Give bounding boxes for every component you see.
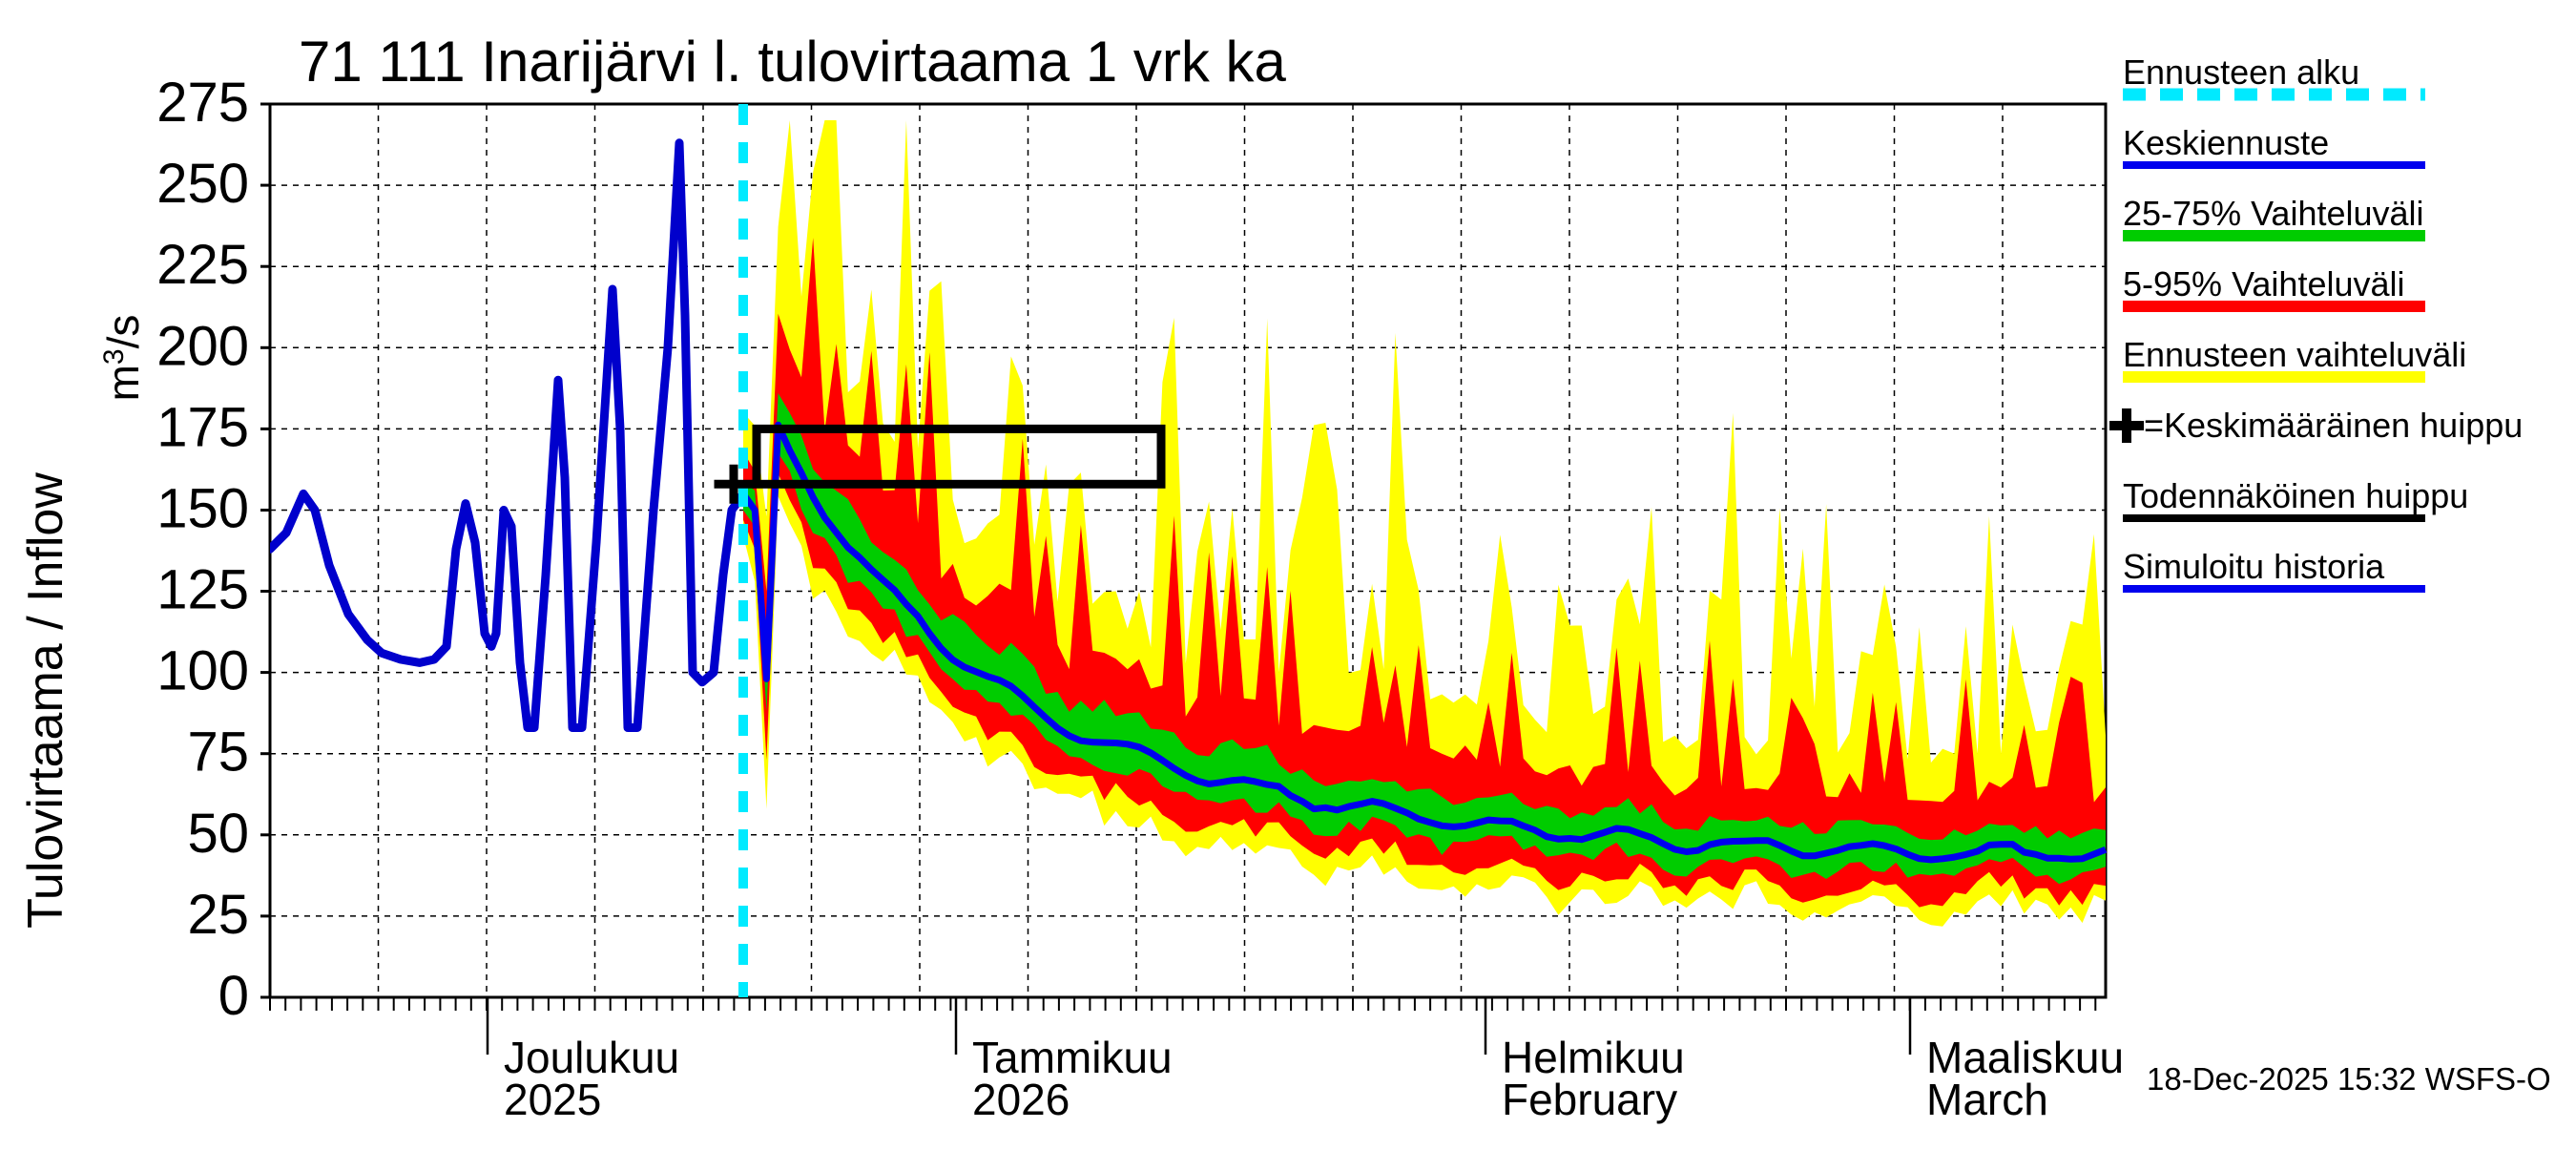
svg-text:100: 100 bbox=[156, 640, 249, 702]
svg-text:200: 200 bbox=[156, 315, 249, 377]
svg-text:275: 275 bbox=[156, 72, 249, 134]
svg-text:250: 250 bbox=[156, 153, 249, 215]
svg-text:Ennusteen vaihteluväli: Ennusteen vaihteluväli bbox=[2123, 335, 2466, 374]
svg-text:Simuloitu historia: Simuloitu historia bbox=[2123, 547, 2385, 586]
svg-text:2026: 2026 bbox=[972, 1075, 1070, 1124]
svg-text:Keskiennuste: Keskiennuste bbox=[2123, 123, 2329, 162]
svg-text:25-75% Vaihteluväli: 25-75% Vaihteluväli bbox=[2123, 194, 2424, 233]
svg-text:25: 25 bbox=[187, 884, 249, 946]
svg-text:175: 175 bbox=[156, 396, 249, 458]
svg-text:February: February bbox=[1502, 1075, 1677, 1124]
svg-text:March: March bbox=[1926, 1075, 2048, 1124]
svg-text:225: 225 bbox=[156, 234, 249, 296]
svg-text:Tulovirtaama / Inflow: Tulovirtaama / Inflow bbox=[18, 472, 73, 929]
svg-text:75: 75 bbox=[187, 721, 249, 784]
svg-text:Todennäköinen huippu: Todennäköinen huippu bbox=[2123, 476, 2468, 515]
svg-text:Ennusteen alku: Ennusteen alku bbox=[2123, 52, 2359, 92]
svg-text:5-95% Vaihteluväli: 5-95% Vaihteluväli bbox=[2123, 264, 2405, 303]
svg-text:125: 125 bbox=[156, 559, 249, 621]
svg-text:=Keskimääräinen huippu: =Keskimääräinen huippu bbox=[2144, 406, 2523, 445]
svg-text:18-Dec-2025 15:32 WSFS-O: 18-Dec-2025 15:32 WSFS-O bbox=[2147, 1061, 2551, 1097]
svg-text:150: 150 bbox=[156, 478, 249, 540]
svg-text:2025: 2025 bbox=[504, 1075, 601, 1124]
svg-text:50: 50 bbox=[187, 803, 249, 865]
svg-text:0: 0 bbox=[218, 965, 249, 1027]
svg-text:71 111 Inarijärvi l. tulovirta: 71 111 Inarijärvi l. tulovirtaama 1 vrk … bbox=[299, 30, 1287, 94]
